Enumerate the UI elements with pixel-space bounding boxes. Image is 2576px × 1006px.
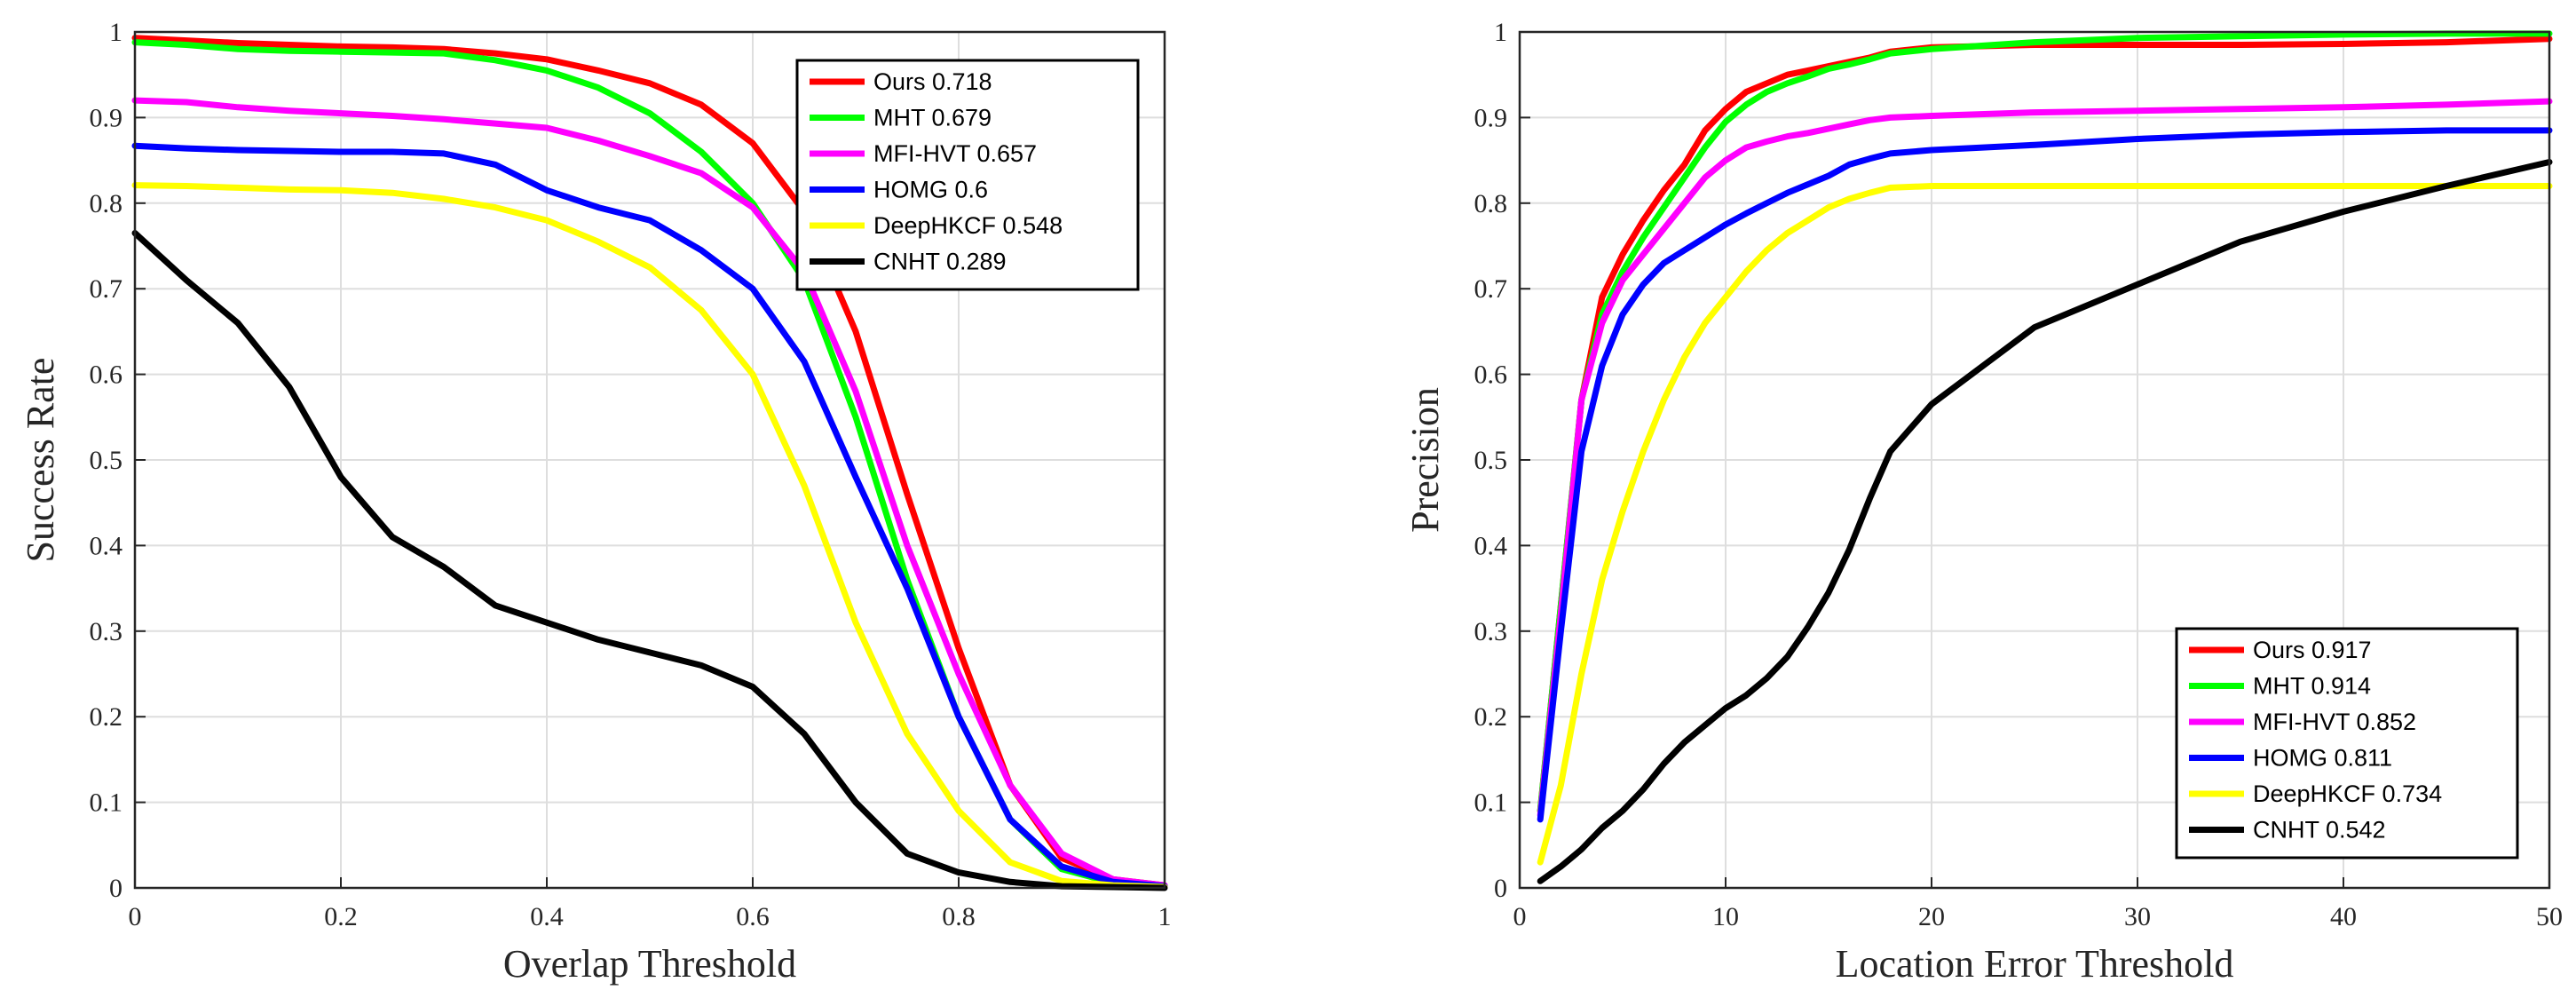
y-tick-label: 0.7 — [90, 274, 123, 304]
y-tick-label: 0 — [1494, 874, 1507, 903]
y-axis-title: Success Rate — [19, 358, 62, 563]
legend-entry: DeepHKCF 0.548 — [873, 212, 1063, 239]
x-axis-title: Location Error Threshold — [1836, 942, 2234, 986]
y-tick-label: 0.1 — [1474, 788, 1508, 818]
y-tick-label: 0.6 — [90, 360, 123, 390]
y-tick-label: 0.5 — [1474, 446, 1508, 475]
legend-entry: DeepHKCF 0.734 — [2253, 780, 2442, 807]
series-line-mfi-hvt — [131, 97, 1168, 889]
x-tick-label: 20 — [1918, 902, 1945, 931]
axes-box — [1518, 30, 2551, 890]
x-tick-label: 10 — [1712, 902, 1739, 931]
x-tick-label: 1 — [1158, 902, 1172, 931]
series-line-cnht — [131, 230, 1168, 891]
legend-entry: MFI-HVT 0.852 — [2253, 709, 2416, 735]
legend-entry: MHT 0.914 — [2253, 673, 2371, 700]
series-line-deephkcf — [1537, 183, 2553, 866]
series-line-homg — [1537, 127, 2553, 823]
series-line-ours — [1537, 36, 2553, 814]
x-tick-label: 0.8 — [942, 902, 976, 931]
series-line-mht — [1537, 30, 2553, 814]
legend: Ours 0.917 MHT 0.914 MFI-HVT 0.852 HOMG 0.8… — [2175, 627, 2519, 859]
legend-entry: Ours 0.917 — [2253, 637, 2372, 663]
series-line-ours — [131, 35, 1168, 889]
axes-box — [133, 30, 1166, 890]
y-tick-label: 0.9 — [90, 103, 123, 132]
y-tick-label: 0.8 — [90, 189, 123, 218]
x-tick-label: 50 — [2536, 902, 2563, 931]
y-tick-label: 0.3 — [1474, 617, 1508, 646]
y-tick-label: 0.3 — [90, 617, 123, 646]
x-tick-label: 0.4 — [530, 902, 564, 931]
y-tick-label: 1 — [1494, 18, 1507, 47]
x-tick-label: 0.6 — [736, 902, 770, 931]
y-tick-label: 0.1 — [90, 788, 123, 818]
x-tick-label: 40 — [2330, 902, 2357, 931]
legend-entry: CNHT 0.542 — [2253, 817, 2386, 844]
legend-entry: CNHT 0.289 — [873, 249, 1007, 275]
series-line-cnht — [1537, 159, 2553, 884]
y-tick-label: 0.7 — [1474, 274, 1508, 304]
y-tick-label: 1 — [109, 18, 122, 47]
series-line-mfi-hvt — [1537, 98, 2553, 819]
y-tick-label: 0.9 — [1474, 103, 1508, 132]
y-tick-label: 0.8 — [1474, 189, 1508, 218]
y-tick-label: 0.2 — [1474, 702, 1508, 732]
x-tick-label: 0.2 — [324, 902, 358, 931]
x-tick-label: 0 — [1513, 902, 1527, 931]
y-tick-label: 0 — [109, 874, 122, 903]
legend-entry: HOMG 0.811 — [2253, 745, 2392, 772]
y-tick-label: 0.4 — [90, 531, 123, 560]
legend-entry: MFI-HVT 0.657 — [873, 140, 1037, 167]
series-line-deephkcf — [131, 182, 1168, 891]
y-tick-label: 0.4 — [1474, 531, 1508, 560]
series-line-homg — [131, 142, 1168, 890]
x-tick-label: 30 — [2124, 902, 2151, 931]
legend-box — [795, 59, 1140, 291]
legend-entry: MHT 0.679 — [873, 105, 992, 131]
y-tick-label: 0.6 — [1474, 360, 1508, 390]
y-axis-title: Precision — [1403, 387, 1447, 533]
x-axis-title: Overlap Threshold — [503, 942, 796, 986]
x-tick-label: 0 — [129, 902, 142, 931]
chart-2: 0 10 20 30 40 50 0 0.1 0.2 0.3 0.4 0.5 0.6 0.7 0.8 0.9 1… — [1403, 18, 2563, 986]
y-tick-label: 0.5 — [90, 446, 123, 475]
chart-1: 0 0.2 0.4 0.6 0.8 1 0 0.1 0.2 0.3 0.4 0.5 0.6 0.7 0.8 0… — [19, 18, 1172, 986]
y-tick-label: 0.2 — [90, 702, 123, 732]
legend-entry: HOMG 0.6 — [873, 177, 988, 203]
legend-box — [2175, 627, 2519, 859]
legend-entry: Ours 0.718 — [873, 68, 992, 95]
legend: Ours 0.718 MHT 0.679 MFI-HVT 0.657 HOMG 0.6… — [795, 59, 1140, 291]
